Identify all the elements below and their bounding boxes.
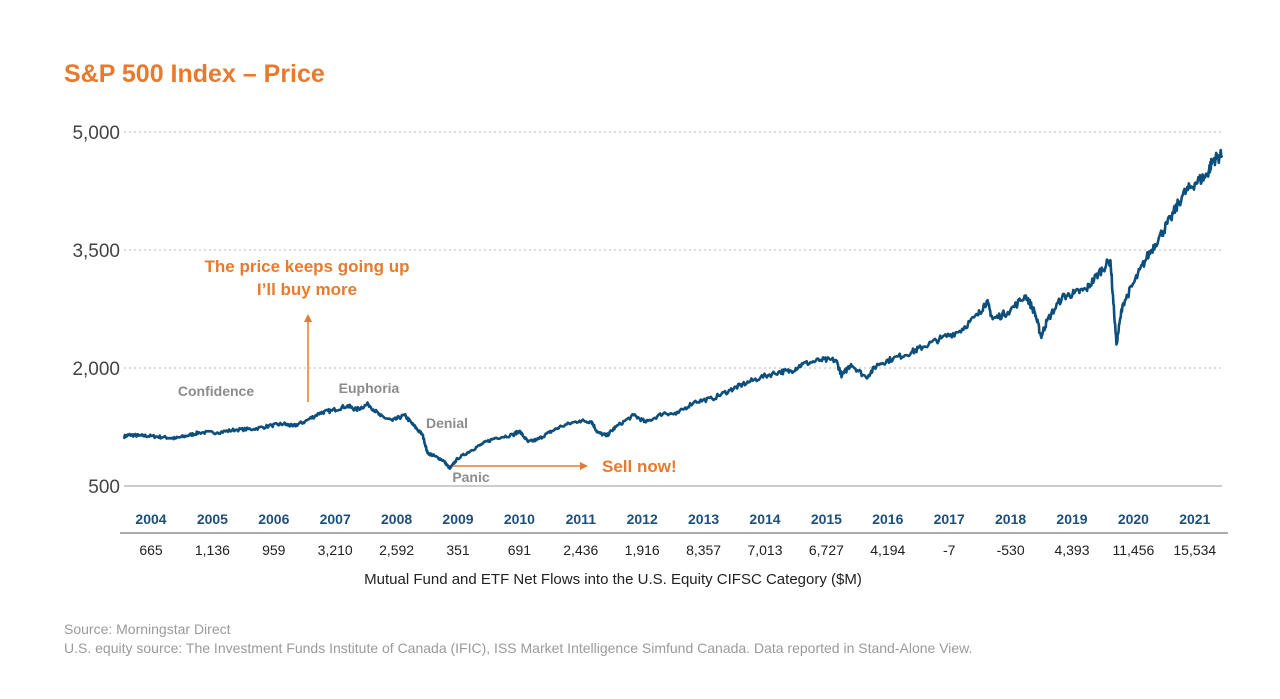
- net-flow-value: 2,436: [563, 542, 598, 558]
- year-label: 2009: [442, 511, 473, 527]
- grid-lines: [124, 131, 1222, 487]
- sell-annotation: Sell now!: [602, 457, 677, 476]
- net-flow-value: 4,393: [1054, 542, 1089, 558]
- year-label: 2012: [627, 511, 658, 527]
- year-label: 2016: [872, 511, 903, 527]
- net-flow-value: 15,534: [1173, 542, 1216, 558]
- net-flow-value: 6,727: [809, 542, 844, 558]
- y-tick-label: 3,500: [72, 241, 120, 262]
- phase-label-confidence: Confidence: [178, 383, 254, 399]
- net-flow-value: 691: [508, 542, 532, 558]
- year-label: 2017: [934, 511, 965, 527]
- net-flow-value: 1,916: [625, 542, 660, 558]
- phase-label-denial: Denial: [426, 415, 468, 431]
- net-flow-value: 4,194: [870, 542, 905, 558]
- net-flow-value: 2,592: [379, 542, 414, 558]
- year-label: 2004: [135, 511, 166, 527]
- buy-annotation-line2: I’ll buy more: [257, 280, 357, 299]
- year-label: 2005: [197, 511, 228, 527]
- year-label: 2019: [1056, 511, 1087, 527]
- net-flow-values: 665 1,136 959 3,210 2,592 351 691 2,436 1,916 8,3…: [139, 542, 1216, 558]
- year-label: 2011: [566, 511, 597, 527]
- year-label: 2006: [258, 511, 289, 527]
- phase-label-euphoria: Euphoria: [339, 380, 400, 396]
- year-label: 2015: [811, 511, 842, 527]
- chart-title: S&P 500 Index – Price: [64, 60, 325, 88]
- source-line-1: Source: Morningstar Direct: [64, 621, 231, 637]
- net-flow-value: 665: [139, 542, 163, 558]
- net-flow-value: 959: [262, 542, 286, 558]
- net-flow-value: -7: [943, 542, 956, 558]
- source-line-2: U.S. equity source: The Investment Funds…: [64, 640, 972, 656]
- y-tick-label: 500: [88, 477, 120, 498]
- net-flow-value: 8,357: [686, 542, 721, 558]
- year-label: 2007: [320, 511, 351, 527]
- year-label: 2014: [749, 511, 780, 527]
- year-label: 2021: [1179, 511, 1210, 527]
- year-label: 2008: [381, 511, 412, 527]
- net-flow-value: -530: [997, 542, 1025, 558]
- net-flow-value: 351: [446, 542, 470, 558]
- year-label: 2013: [688, 511, 719, 527]
- net-flow-value: 1,136: [195, 542, 230, 558]
- year-labels: 2004 2005 2006 2007 2008 2009 2010 2011 2012 2013…: [135, 511, 1210, 527]
- net-flow-value: 11,456: [1113, 542, 1155, 558]
- price-series-line: [122, 148, 1224, 470]
- y-axis-ticks: 500 2,000 3,500 5,000: [72, 123, 120, 498]
- buy-annotation-line1: The price keeps going up: [205, 257, 410, 276]
- year-label: 2020: [1118, 511, 1149, 527]
- y-tick-label: 5,000: [72, 123, 120, 144]
- y-tick-label: 2,000: [72, 359, 120, 380]
- phase-label-panic: Panic: [452, 469, 490, 485]
- net-flow-value: 7,013: [747, 542, 782, 558]
- net-flow-value: 3,210: [318, 542, 353, 558]
- year-label: 2010: [504, 511, 535, 527]
- year-label: 2018: [995, 511, 1026, 527]
- net-flows-caption: Mutual Fund and ETF Net Flows into the U…: [364, 571, 862, 588]
